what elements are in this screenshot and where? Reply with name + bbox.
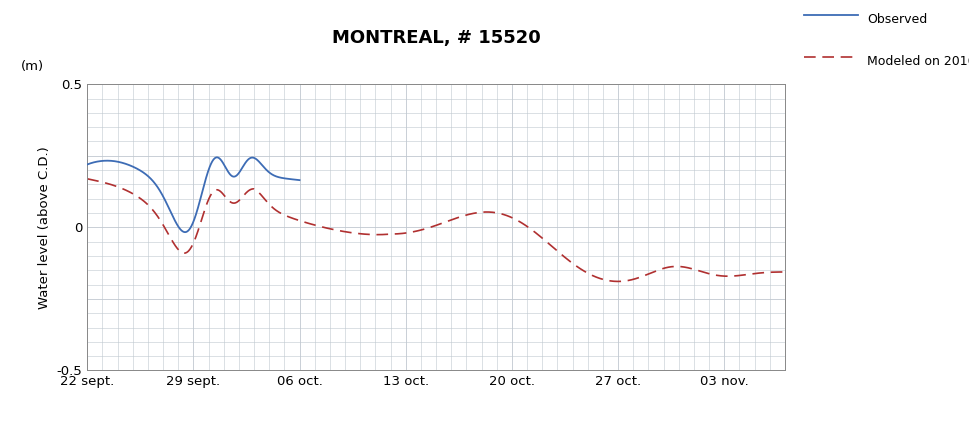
Modeled on 2016-10-06 *	[121, 188, 133, 193]
Observed	[211, 155, 223, 160]
Modeled on 2016-10-06 *	[453, 215, 464, 220]
Observed	[81, 162, 93, 167]
Line: Modeled on 2016-10-06 *: Modeled on 2016-10-06 *	[87, 179, 785, 281]
Observed	[294, 178, 305, 183]
Observed	[193, 203, 204, 208]
Line: Observed: Observed	[87, 157, 299, 232]
Modeled on 2016-10-06 *	[779, 269, 791, 274]
Observed	[254, 160, 266, 165]
Observed	[291, 177, 302, 182]
Modeled on 2016-10-06 *	[259, 197, 270, 202]
Text: MONTREAL, # 15520: MONTREAL, # 15520	[331, 29, 541, 48]
Observed	[154, 189, 166, 194]
Modeled on 2016-10-06 *	[778, 269, 790, 274]
Observed	[133, 167, 144, 172]
Observed	[179, 229, 191, 234]
Modeled on 2016-10-06 *	[612, 279, 624, 284]
Text: Modeled on 2016-10-06 *: Modeled on 2016-10-06 *	[867, 55, 969, 68]
Modeled on 2016-10-06 *	[136, 197, 147, 202]
Text: (m): (m)	[21, 60, 44, 73]
Modeled on 2016-10-06 *	[81, 176, 93, 181]
Y-axis label: Water level (above C.D.): Water level (above C.D.)	[38, 146, 51, 309]
Modeled on 2016-10-06 *	[265, 203, 276, 208]
Text: Observed: Observed	[867, 13, 927, 26]
Observed	[179, 229, 191, 234]
